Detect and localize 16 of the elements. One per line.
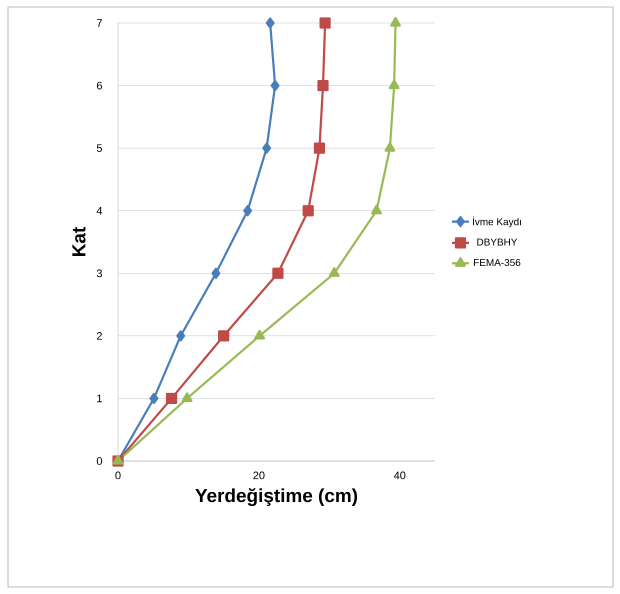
y-axis-title: Kat: [72, 227, 86, 256]
x-tick-label: 0: [115, 472, 121, 480]
y-tick-label: 4: [96, 206, 102, 214]
y-tick-label: 6: [96, 82, 102, 90]
y-tick-label: 1: [97, 394, 102, 402]
x-tick-label: 40: [394, 472, 406, 480]
y-tick-label: 5: [96, 144, 102, 152]
y-tick-label: 0: [96, 457, 102, 465]
x-axis-title: Yerdeğiştime (cm): [195, 488, 358, 506]
y-tick-label: 7: [96, 19, 102, 27]
y-tick-label: 3: [96, 269, 102, 278]
y-tick-label: 2: [96, 332, 102, 340]
legend-label: DBYBHY: [477, 238, 518, 246]
legend-label: İvme Kaydı: [472, 216, 521, 228]
x-tick-label: 20: [253, 472, 265, 480]
legend-label: FEMA-356: [474, 259, 520, 266]
